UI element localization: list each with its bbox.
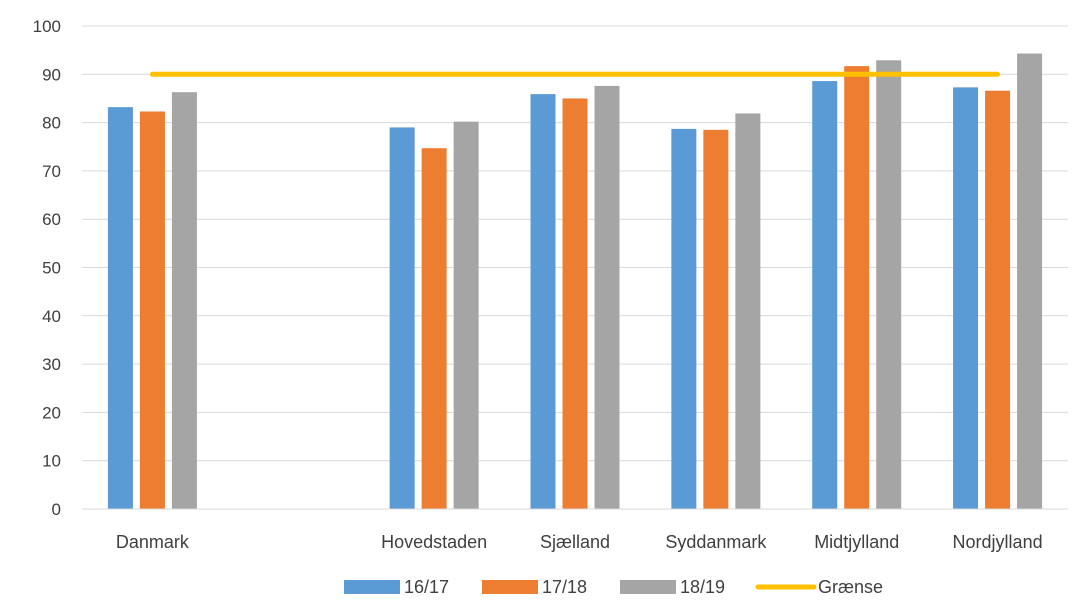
y-tick-label: 30: [42, 355, 61, 374]
category-labels: Danmark Hovedstaden Sjælland Syddanmark Midt…: [116, 532, 1043, 552]
category-label: Syddanmark: [665, 532, 767, 552]
bar: [735, 113, 761, 509]
y-tick-label: 10: [42, 452, 61, 471]
category-label: Danmark: [116, 532, 190, 552]
category-label: Hovedstaden: [381, 532, 487, 552]
bar: [1017, 53, 1043, 509]
y-tick-label: 0: [52, 500, 61, 519]
y-tick-label: 70: [42, 162, 61, 181]
category-label: Sjælland: [540, 532, 610, 552]
y-tick-label: 60: [42, 210, 61, 229]
bar: [171, 92, 197, 510]
bar: [421, 148, 447, 509]
bars: [107, 53, 1043, 510]
y-tick-label: 100: [33, 17, 61, 36]
bar: [671, 128, 697, 509]
bar: [844, 66, 870, 510]
legend-swatch: [620, 580, 676, 594]
legend-label: Grænse: [818, 577, 883, 597]
bar: [594, 85, 620, 509]
y-tick-label: 90: [42, 65, 61, 84]
y-tick-label: 40: [42, 307, 61, 326]
bar: [453, 121, 479, 509]
legend-swatch: [344, 580, 400, 594]
legend-label: 18/19: [680, 577, 725, 597]
y-tick-label: 50: [42, 259, 61, 278]
legend-label: 16/17: [404, 577, 449, 597]
bar: [139, 111, 165, 509]
bar: [530, 94, 556, 509]
legend-label: 17/18: [542, 577, 587, 597]
bar: [953, 87, 979, 509]
legend-swatch: [482, 580, 538, 594]
bar: [985, 90, 1011, 510]
bar: [812, 81, 838, 509]
bar: [562, 98, 588, 509]
category-label: Nordjylland: [953, 532, 1043, 552]
bar: [876, 60, 902, 509]
category-label: Midtjylland: [814, 532, 899, 552]
bar: [107, 107, 133, 510]
bar: [703, 129, 729, 509]
y-axis-ticks: 0 10 20 30 40 50 60 70 80 90 100: [33, 17, 61, 519]
legend: 16/17 17/18 18/19 Grænse: [344, 577, 883, 597]
y-tick-label: 20: [42, 403, 61, 422]
y-tick-label: 80: [42, 114, 61, 133]
bar: [389, 127, 415, 510]
